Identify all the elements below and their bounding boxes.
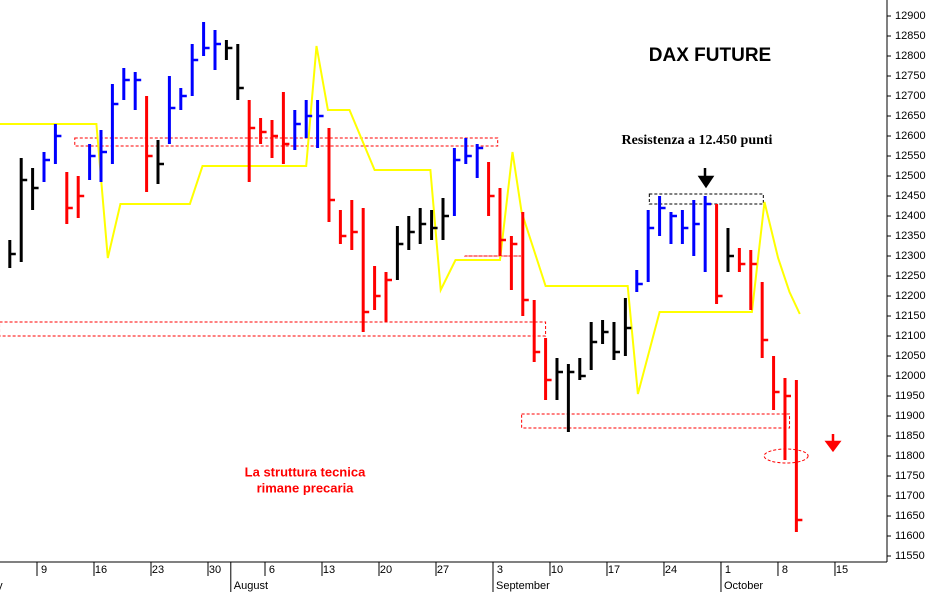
line-series <box>0 45 801 395</box>
x-tick-label: 24 <box>665 564 677 576</box>
x-tick-label: 8 <box>782 564 788 576</box>
x-tick-label: 10 <box>551 564 563 576</box>
y-tick-label: 12000 <box>895 370 926 382</box>
x-tick-label: 17 <box>608 564 620 576</box>
chart-title: DAX FUTURE <box>649 45 771 66</box>
x-tick-label: 13 <box>323 564 335 576</box>
arrow <box>697 168 715 189</box>
y-tick-label: 12250 <box>895 270 926 282</box>
y-tick-label: 12200 <box>895 290 926 302</box>
month-label: July <box>0 580 3 592</box>
y-tick-label: 11600 <box>895 530 925 542</box>
annotation: La struttura tecnica <box>245 464 366 479</box>
month-label: August <box>234 580 268 592</box>
x-tick-label: 23 <box>152 564 164 576</box>
x-tick-label: 9 <box>41 564 47 576</box>
arrow <box>824 434 842 453</box>
y-tick-label: 12850 <box>895 30 926 42</box>
y-tick-label: 11750 <box>895 470 925 482</box>
x-tick-label: 15 <box>836 564 848 576</box>
month-label: September <box>496 580 550 592</box>
y-tick-label: 12900 <box>895 10 926 22</box>
month-label: October <box>724 580 763 592</box>
y-tick-label: 12450 <box>895 190 926 202</box>
y-tick-label: 12600 <box>895 130 926 142</box>
annotation: Resistenza a 12.450 punti <box>622 133 773 148</box>
zone <box>74 137 499 147</box>
y-tick-label: 12800 <box>895 50 926 62</box>
x-tick-label: 20 <box>380 564 392 576</box>
y-tick-label: 12100 <box>895 330 926 342</box>
y-tick-label: 11650 <box>895 510 925 522</box>
x-tick-label: 3 <box>497 564 503 576</box>
x-tick-label: 1 <box>725 564 731 576</box>
y-tick-label: 12350 <box>895 230 926 242</box>
y-tick-label: 12500 <box>895 170 926 182</box>
y-tick-label: 12700 <box>895 90 926 102</box>
x-tick-label: 16 <box>95 564 107 576</box>
plot-area <box>0 22 809 532</box>
y-tick-label: 11900 <box>895 410 925 422</box>
y-tick-label: 12150 <box>895 310 926 322</box>
y-tick-label: 12400 <box>895 210 926 222</box>
annotation: rimane precaria <box>257 480 355 495</box>
y-tick-label: 11950 <box>895 390 925 402</box>
y-tick-label: 12750 <box>895 70 926 82</box>
y-tick-label: 12550 <box>895 150 926 162</box>
y-tick-label: 12050 <box>895 350 926 362</box>
zone <box>521 413 791 429</box>
y-tick-label: 11550 <box>895 550 925 562</box>
x-tick-label: 27 <box>437 564 449 576</box>
y-tick-label: 12650 <box>895 110 926 122</box>
x-tick-label: 30 <box>209 564 221 576</box>
x-tick-label: 6 <box>269 564 275 576</box>
y-tick-label: 11850 <box>895 430 925 442</box>
y-tick-label: 11700 <box>895 490 925 502</box>
y-tick-label: 12300 <box>895 250 926 262</box>
y-tick-label: 11800 <box>895 450 925 462</box>
